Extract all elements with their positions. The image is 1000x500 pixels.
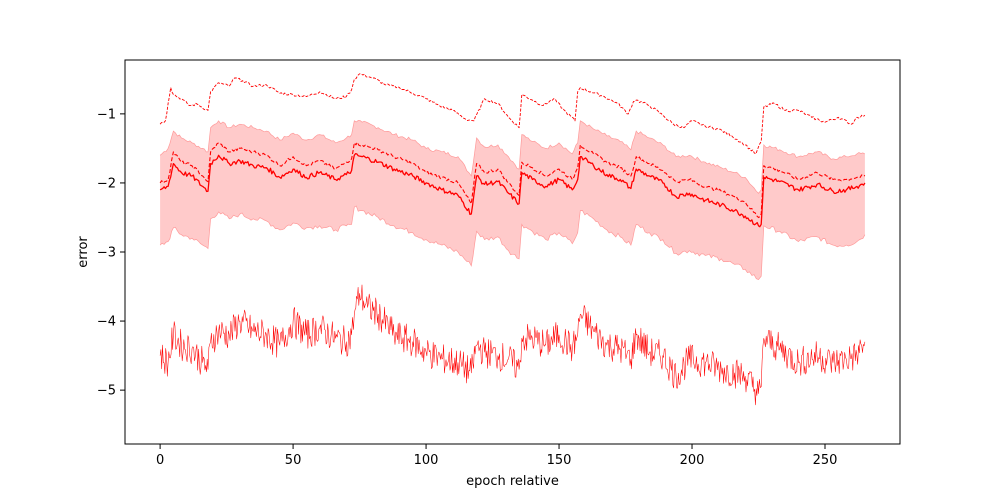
band-upper-edge — [159, 120, 866, 194]
series-line-upper-dashed — [159, 73, 866, 155]
x-tick-label: 0 — [156, 453, 164, 468]
axis-ticks: 0 50 100 150 200 250 −5 −4 −3 −2 −1 — [97, 107, 838, 468]
x-tick-label: 150 — [547, 453, 572, 468]
series-line-mean-solid — [159, 152, 866, 228]
plot-area — [159, 73, 866, 406]
series-line-lower-noisy — [159, 284, 866, 406]
x-tick-label: 50 — [285, 453, 302, 468]
series-line-mean-dashed — [159, 141, 866, 219]
y-tick-label: −5 — [97, 384, 116, 399]
band-lower-edge — [159, 205, 866, 281]
confidence-band — [160, 120, 865, 280]
y-tick-label: −2 — [97, 176, 116, 191]
y-tick-label: −1 — [97, 107, 116, 122]
x-axis-label: epoch relative — [466, 474, 559, 489]
x-tick-label: 200 — [680, 453, 705, 468]
y-tick-label: −3 — [97, 246, 116, 261]
x-tick-label: 100 — [414, 453, 439, 468]
y-axis-label: error — [76, 236, 91, 268]
x-tick-label: 250 — [813, 453, 838, 468]
y-tick-label: −4 — [97, 315, 116, 330]
